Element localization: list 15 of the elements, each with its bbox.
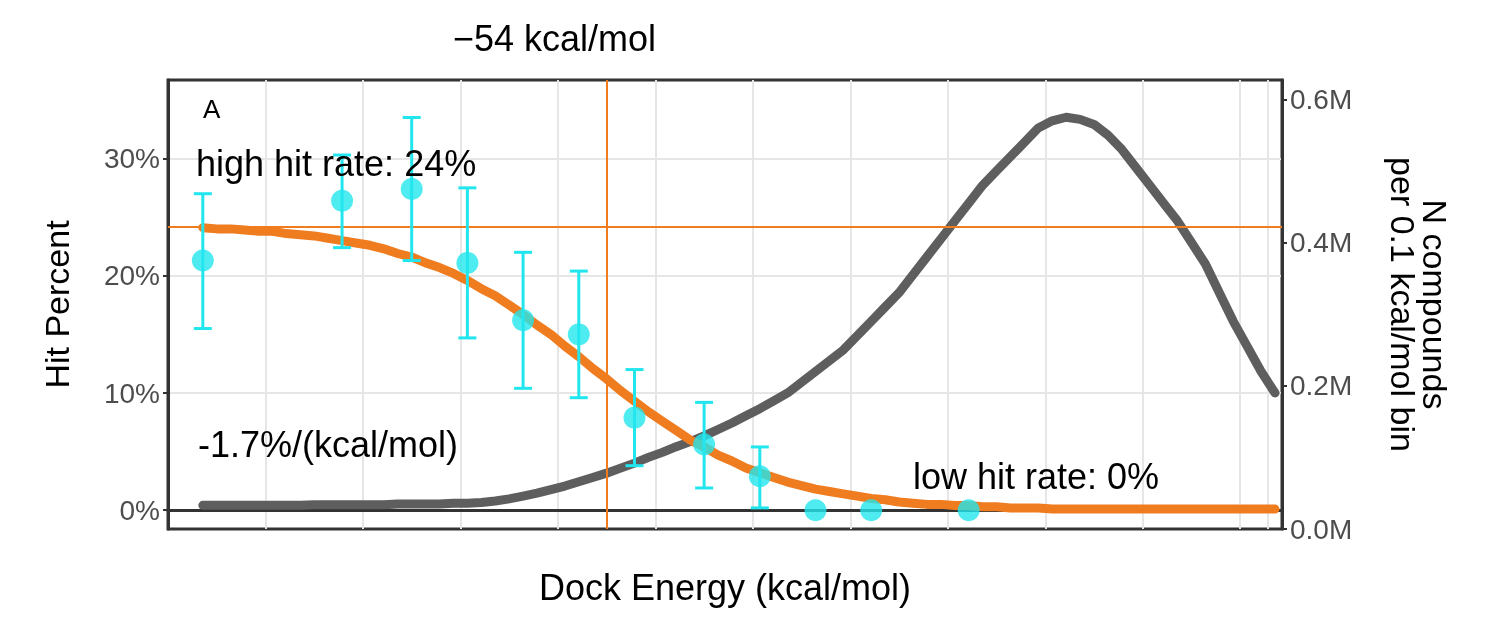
y2-tick-label: 0.2M <box>1290 370 1353 402</box>
y-axis-title: Hit Percent <box>38 219 76 389</box>
y-tick-label: 0% <box>119 494 160 526</box>
y-tick-label: 30% <box>103 143 160 175</box>
y-tick-label: 20% <box>103 260 160 292</box>
y2-tick-label: 0.0M <box>1290 513 1353 545</box>
y2-tick-label: 0.6M <box>1290 83 1353 115</box>
y2-axis-title: N compounds per 0.1 kcal/mol bin <box>1384 157 1454 452</box>
y-tick-label: 10% <box>103 377 160 409</box>
text: −54 kcal/mol <box>453 17 657 59</box>
y2-tick-label: 0.4M <box>1290 227 1353 259</box>
annotation: -1.7%/(kcal/mol) <box>198 423 459 465</box>
x-axis-title: Dock Energy (kcal/mol) <box>538 566 912 608</box>
annotation: low hit rate: 0% <box>913 455 1160 497</box>
annotation: A <box>203 94 221 124</box>
